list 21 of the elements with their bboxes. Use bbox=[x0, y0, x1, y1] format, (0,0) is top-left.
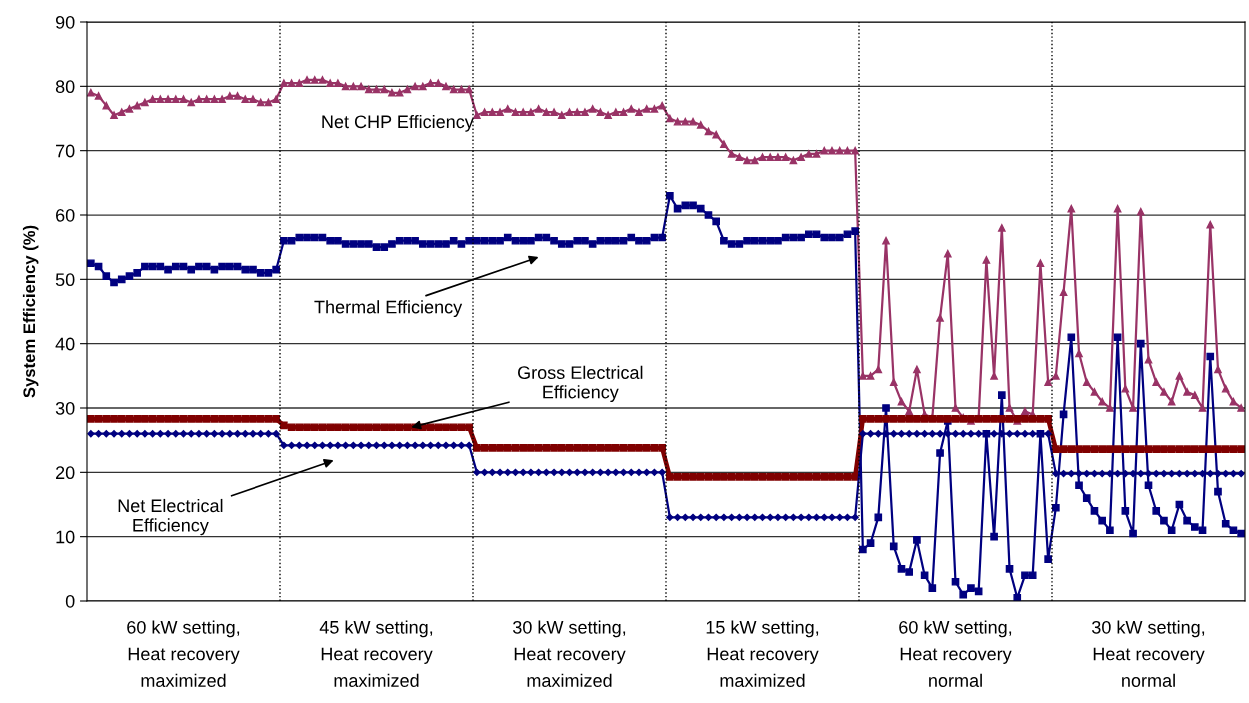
annotation: Net CHP Efficiency bbox=[322, 114, 474, 132]
x-tick-label: 60 kW setting, Heat recovery normal bbox=[899, 620, 1012, 687]
x-tick-label: 30 kW setting, Heat recovery normal bbox=[1091, 620, 1205, 687]
annotation: Net Electrical Efficiency bbox=[118, 498, 223, 536]
annotation: Thermal Efficiency bbox=[314, 300, 463, 318]
y-tick-label: 80 bbox=[55, 80, 75, 94]
x-tick-label: 45 kW setting, Heat recovery maximized bbox=[319, 620, 433, 687]
x-tick-label: 30 kW setting, Heat recovery maximized bbox=[512, 620, 626, 687]
y-tick-label: 50 bbox=[55, 273, 75, 287]
y-tick-label: 70 bbox=[56, 144, 75, 158]
y-tick-label: 90 bbox=[55, 15, 75, 29]
y-axis-title: System Efficiency (%) bbox=[22, 225, 39, 398]
y-tick-label: 40 bbox=[55, 337, 75, 351]
x-tick-label: 15 kW setting, Heat recovery maximized bbox=[706, 620, 819, 687]
y-tick-label: 60 bbox=[56, 208, 75, 222]
annotation: Gross Electrical Efficiency bbox=[518, 365, 643, 403]
y-tick-label: 30 bbox=[55, 401, 75, 415]
y-tick-label: 0 bbox=[65, 594, 75, 608]
y-tick-label: 10 bbox=[56, 530, 75, 544]
x-tick-label: 60 kW setting, Heat recovery maximized bbox=[127, 620, 240, 687]
y-tick-label: 20 bbox=[56, 466, 75, 480]
